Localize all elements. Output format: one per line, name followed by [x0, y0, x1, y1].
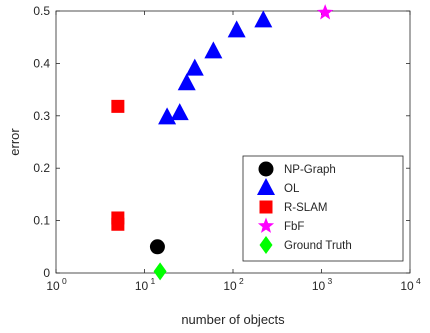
legend: NP-Graph OL R-SLAM FbF Ground Truth [242, 155, 404, 262]
legend-label-np-graph: NP-Graph [284, 164, 336, 176]
legend-marker-fbf [257, 217, 275, 233]
legend-label-ground-truth: Ground Truth [284, 240, 352, 252]
legend-label-fbf: FbF [284, 221, 304, 233]
x-tick-exponent: 2 [239, 276, 244, 286]
data-point-r-slam [111, 217, 125, 231]
y-tick-label: 0.2 [33, 161, 50, 175]
x-tick-label: 10 [400, 279, 414, 293]
data-point-ol [177, 73, 196, 91]
y-tick-label: 0.1 [33, 214, 50, 228]
legend-marker-ground-truth [259, 236, 273, 254]
data-point-np-graph [149, 239, 165, 255]
data-point-fbf [317, 4, 334, 20]
data-point-ol [185, 58, 204, 76]
y-tick-label: 0.4 [33, 56, 50, 70]
x-tick-label: 10 [312, 279, 326, 293]
legend-marker-r-slam [259, 200, 273, 214]
data-point-ol [204, 41, 223, 59]
data-point-ground-truth [153, 262, 167, 281]
axis-ticks: 10 0 10 1 10 2 10 3 10 400.10.20.30.40.5 [33, 4, 421, 293]
x-tick-label: 10 [135, 279, 149, 293]
data-point-ol [254, 10, 273, 28]
x-axis-label: number of objects [181, 312, 285, 327]
legend-marker-np-graph [258, 161, 274, 177]
legend-label-ol: OL [284, 183, 300, 195]
x-tick-label: 10 [223, 279, 237, 293]
y-axis-label: error [7, 128, 22, 156]
x-tick-exponent: 3 [328, 276, 333, 286]
data-point-r-slam [111, 99, 125, 113]
x-tick-exponent: 1 [151, 276, 156, 286]
legend-marker-ol [257, 178, 275, 195]
x-tick-exponent: 4 [416, 276, 421, 286]
data-point-ol [227, 20, 246, 38]
y-tick-label: 0.5 [33, 4, 50, 18]
legend-label-r-slam: R-SLAM [284, 202, 327, 214]
y-tick-label: 0.3 [33, 109, 50, 123]
data-point-ol [170, 103, 189, 121]
y-tick-label: 0 [43, 266, 50, 280]
data-marks [111, 4, 334, 281]
x-tick-exponent: 0 [62, 276, 67, 286]
x-tick-label: 10 [46, 279, 60, 293]
